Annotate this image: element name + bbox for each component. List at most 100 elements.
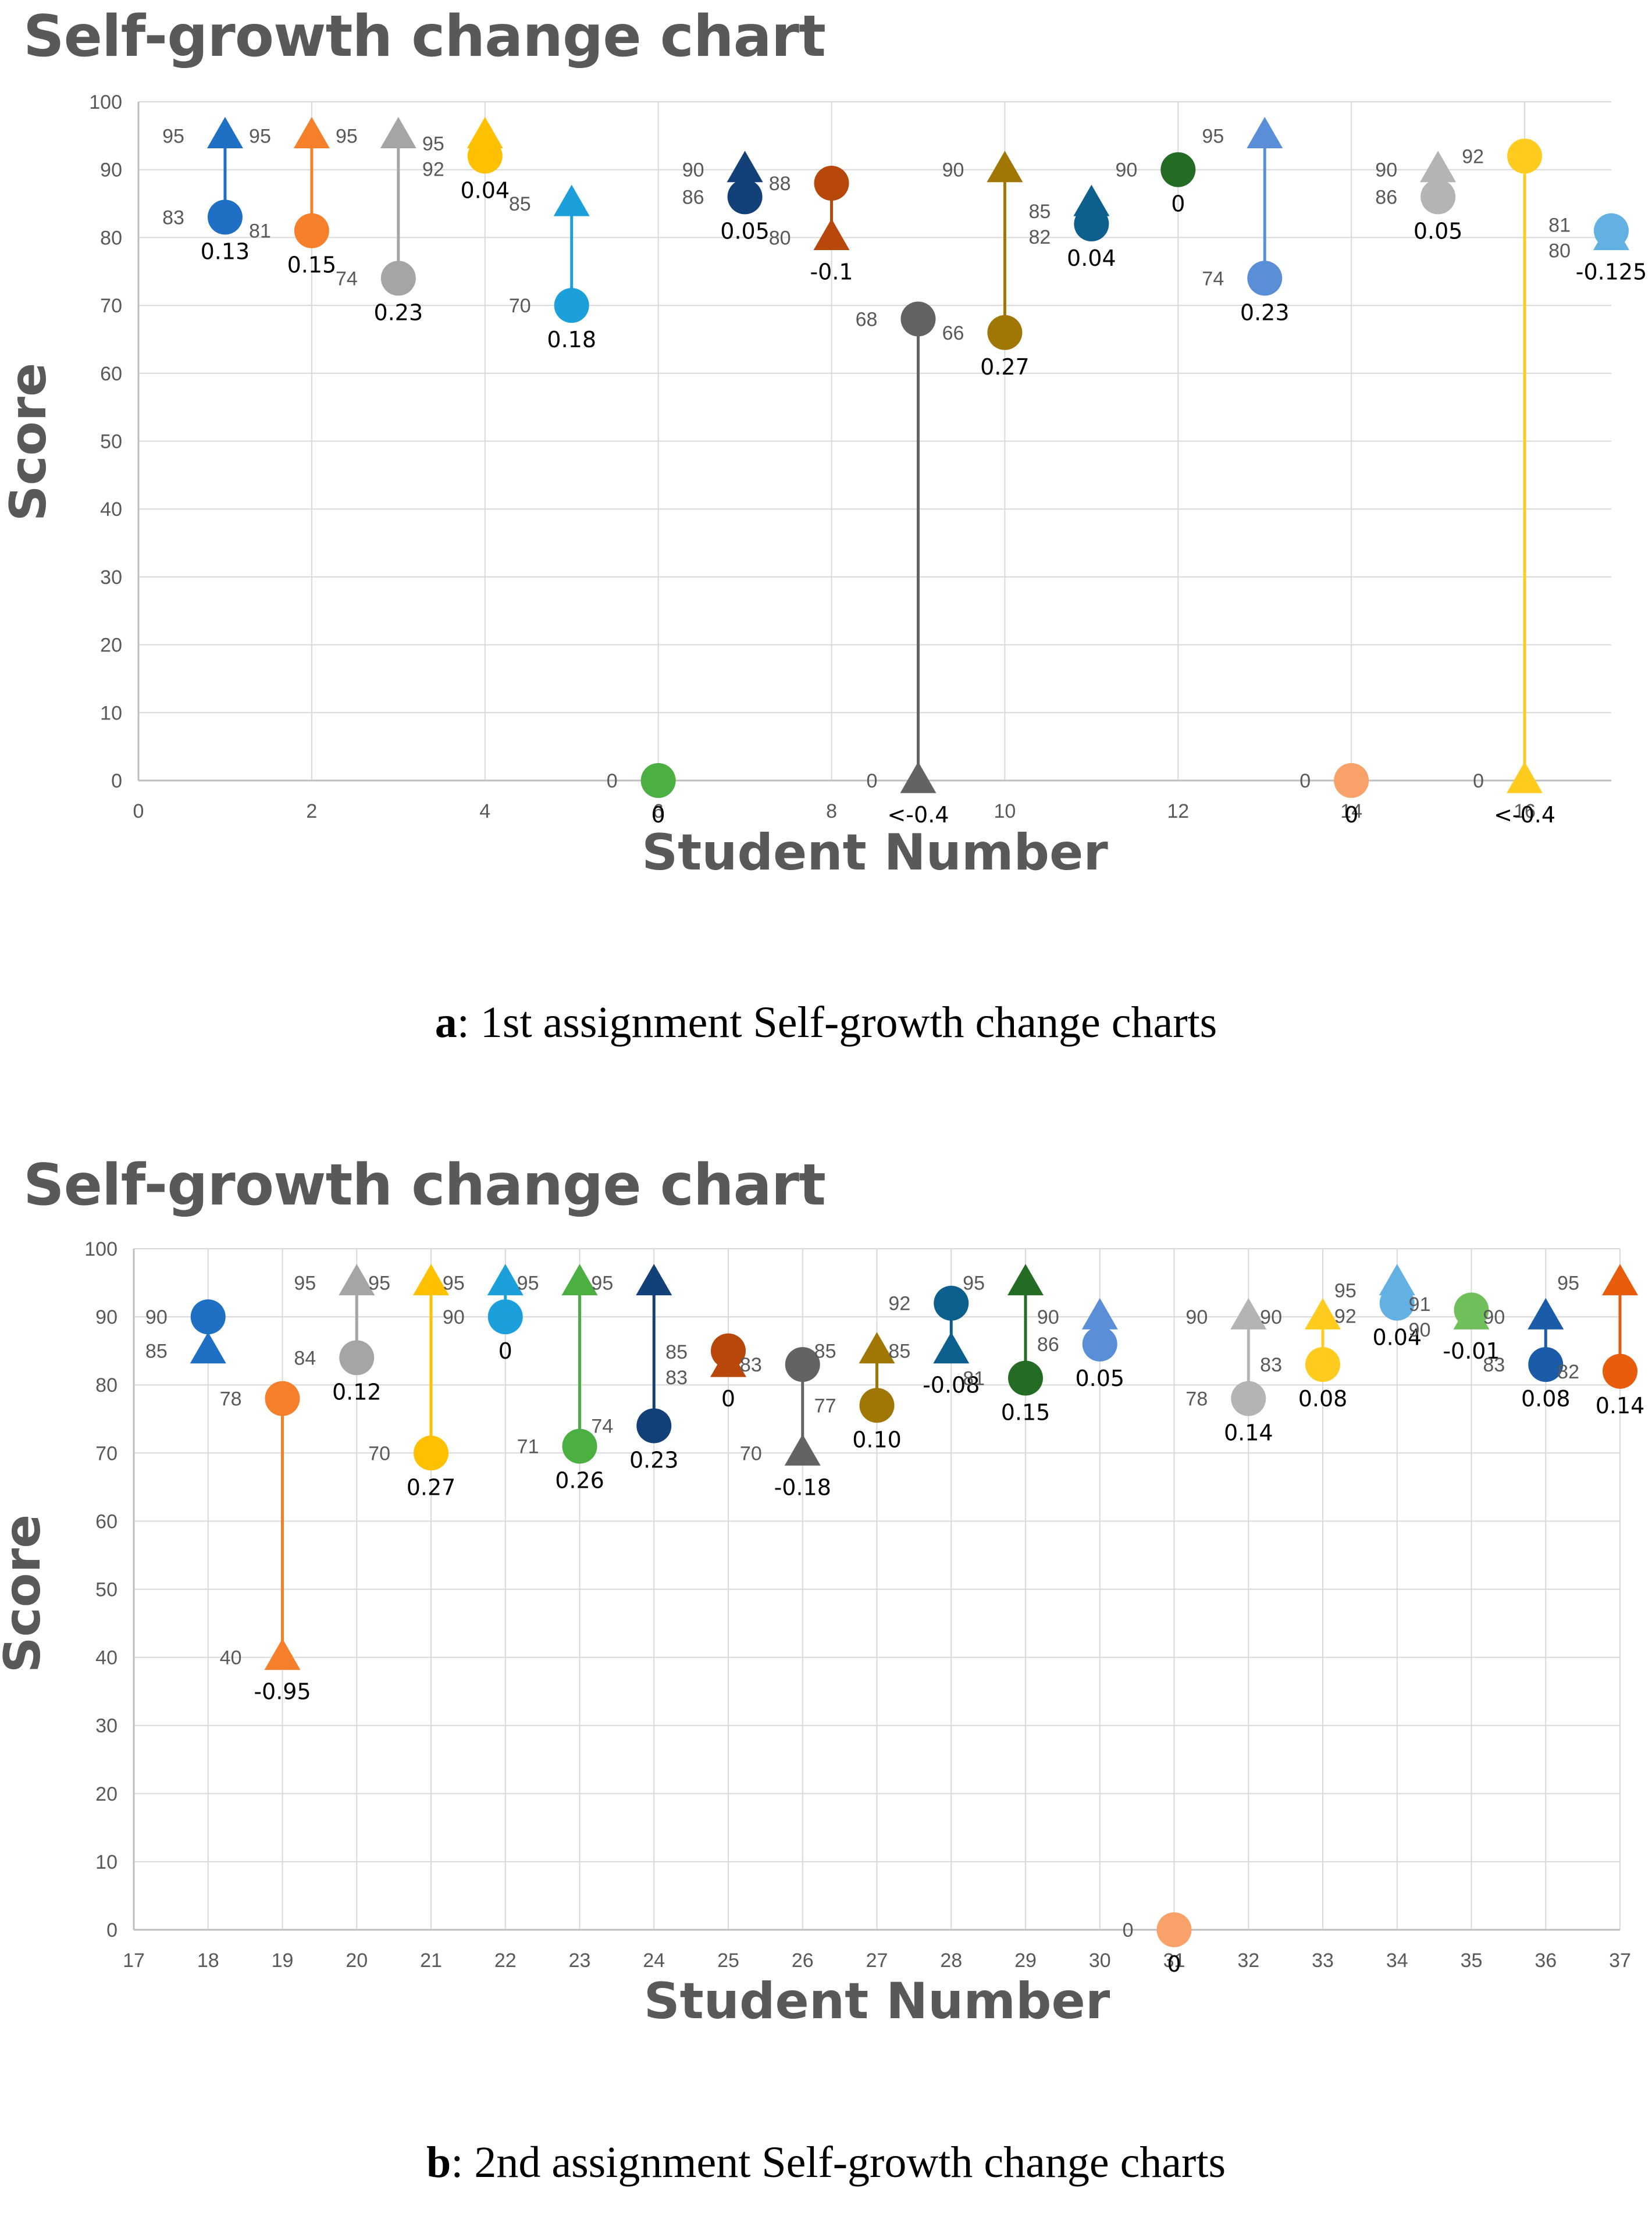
first-score-label: 92 xyxy=(422,158,444,180)
second-score-triangle xyxy=(553,184,590,216)
second-score-triangle xyxy=(784,1434,821,1466)
second-score-label: 95 xyxy=(1202,125,1224,147)
x-tick-label: 32 xyxy=(1237,1950,1259,1972)
first-score-circle xyxy=(1507,138,1543,174)
first-score-label: 70 xyxy=(368,1442,390,1464)
y-tick-label: 80 xyxy=(100,227,122,249)
first-score-label: 91 xyxy=(1409,1293,1431,1316)
first-score-label: 81 xyxy=(963,1367,985,1389)
first-score-label: 90 xyxy=(145,1306,168,1328)
second-score-triangle xyxy=(1073,184,1110,216)
change-label: 0 xyxy=(1171,191,1185,217)
change-label: 0.13 xyxy=(201,238,250,264)
second-score-triangle xyxy=(561,1264,598,1296)
y-tick-label: 20 xyxy=(100,635,122,657)
x-tick-label: 22 xyxy=(494,1950,517,1972)
second-score-triangle xyxy=(1305,1298,1341,1330)
y-tick-label: 60 xyxy=(95,1510,118,1533)
second-score-triangle xyxy=(293,116,330,148)
first-score-label: 71 xyxy=(517,1436,539,1458)
y-tick-label: 50 xyxy=(100,431,122,453)
change-label: 0.27 xyxy=(980,354,1030,380)
second-score-label: 95 xyxy=(336,125,358,147)
change-label: -0.18 xyxy=(774,1474,831,1500)
second-score-label: 95 xyxy=(294,1273,316,1295)
y-tick-label: 100 xyxy=(84,1238,118,1260)
second-score-label: 80 xyxy=(769,227,791,249)
second-score-triangle xyxy=(380,116,416,148)
second-score-label: 90 xyxy=(1375,159,1397,181)
first-score-circle xyxy=(711,1333,746,1369)
first-score-label: 84 xyxy=(294,1347,316,1369)
caption-text: : 2nd assignment Self-growth change char… xyxy=(451,2138,1226,2187)
x-tick-label: 19 xyxy=(272,1950,294,1972)
x-tick-label: 10 xyxy=(994,800,1016,822)
x-tick-label: 20 xyxy=(346,1950,368,1972)
first-score-label: 86 xyxy=(1037,1334,1059,1356)
second-score-triangle xyxy=(1507,761,1543,793)
second-score-triangle xyxy=(206,116,243,148)
x-tick-label: 24 xyxy=(643,1950,665,1972)
second-score-label: 85 xyxy=(814,1341,836,1363)
second-score-label: 95 xyxy=(1557,1273,1579,1295)
change-label: 0.05 xyxy=(720,218,770,244)
second-score-label: 95 xyxy=(517,1273,539,1295)
x-tick-label: 8 xyxy=(826,800,837,822)
second-score-label: 95 xyxy=(591,1273,613,1295)
second-score-label: 70 xyxy=(740,1442,762,1464)
change-label: -0.95 xyxy=(254,1679,311,1705)
x-tick-label: 0 xyxy=(133,800,144,822)
change-label: 0.15 xyxy=(1001,1399,1051,1425)
second-score-triangle xyxy=(1420,151,1457,183)
y-tick-label: 70 xyxy=(100,295,122,317)
first-score-label: 77 xyxy=(814,1395,836,1417)
y-tick-label: 0 xyxy=(106,1919,118,1941)
x-tick-label: 12 xyxy=(1167,800,1189,822)
change-label: 0.23 xyxy=(1240,300,1290,325)
second-score-triangle xyxy=(1230,1298,1267,1330)
first-score-circle xyxy=(1603,1353,1637,1389)
x-tick-label: 30 xyxy=(1089,1950,1111,1972)
first-score-label: 0 xyxy=(1123,1919,1134,1941)
first-score-circle xyxy=(1247,261,1283,296)
y-tick-label: 10 xyxy=(95,1851,118,1873)
second-score-label: 95 xyxy=(422,133,444,155)
change-label: 0.15 xyxy=(287,252,337,278)
change-label: <-0.4 xyxy=(1494,802,1555,828)
change-label: 0 xyxy=(1344,802,1358,828)
x-tick-label: 35 xyxy=(1461,1950,1483,1972)
chart-title: Self-growth change chart xyxy=(23,3,826,70)
second-score-triangle xyxy=(900,761,937,793)
y-tick-label: 20 xyxy=(95,1783,118,1805)
caption-text: : 1st assignment Self-growth change char… xyxy=(457,998,1217,1047)
second-score-label: 90 xyxy=(1037,1306,1059,1328)
first-score-label: 70 xyxy=(509,295,531,317)
first-score-label: 83 xyxy=(740,1354,762,1376)
second-score-label: 90 xyxy=(1483,1306,1505,1328)
x-tick-label: 27 xyxy=(866,1950,888,1972)
second-score-triangle xyxy=(1081,1298,1118,1330)
second-score-label: 95 xyxy=(1334,1280,1357,1302)
change-label: 0.05 xyxy=(1414,218,1463,244)
first-score-label: 92 xyxy=(1462,145,1484,168)
second-score-triangle xyxy=(1528,1298,1564,1330)
second-score-triangle xyxy=(813,219,850,250)
second-score-label: 0 xyxy=(1473,770,1484,792)
second-score-triangle xyxy=(636,1264,672,1296)
first-score-circle xyxy=(414,1435,448,1471)
chart-plot-b: 0 10 20 30 40 50 60 70 80 90 100 17 18 19 20 21 22 23 24 25… xyxy=(0,1238,1644,2030)
y-tick-label: 60 xyxy=(100,363,122,385)
y-tick-label: 90 xyxy=(100,159,122,181)
first-score-circle xyxy=(487,1299,523,1335)
first-score-label: 74 xyxy=(336,268,358,290)
first-score-circle xyxy=(294,213,329,248)
change-label: -0.125 xyxy=(1576,259,1647,284)
y-axis-title: Score xyxy=(0,1515,52,1673)
first-score-circle xyxy=(190,1299,226,1335)
second-score-label: 85 xyxy=(1029,201,1051,223)
change-label: -0.08 xyxy=(923,1373,980,1398)
caption-letter: a xyxy=(435,998,457,1047)
first-score-label: 74 xyxy=(591,1415,613,1437)
y-axis-title: Score xyxy=(0,363,58,522)
